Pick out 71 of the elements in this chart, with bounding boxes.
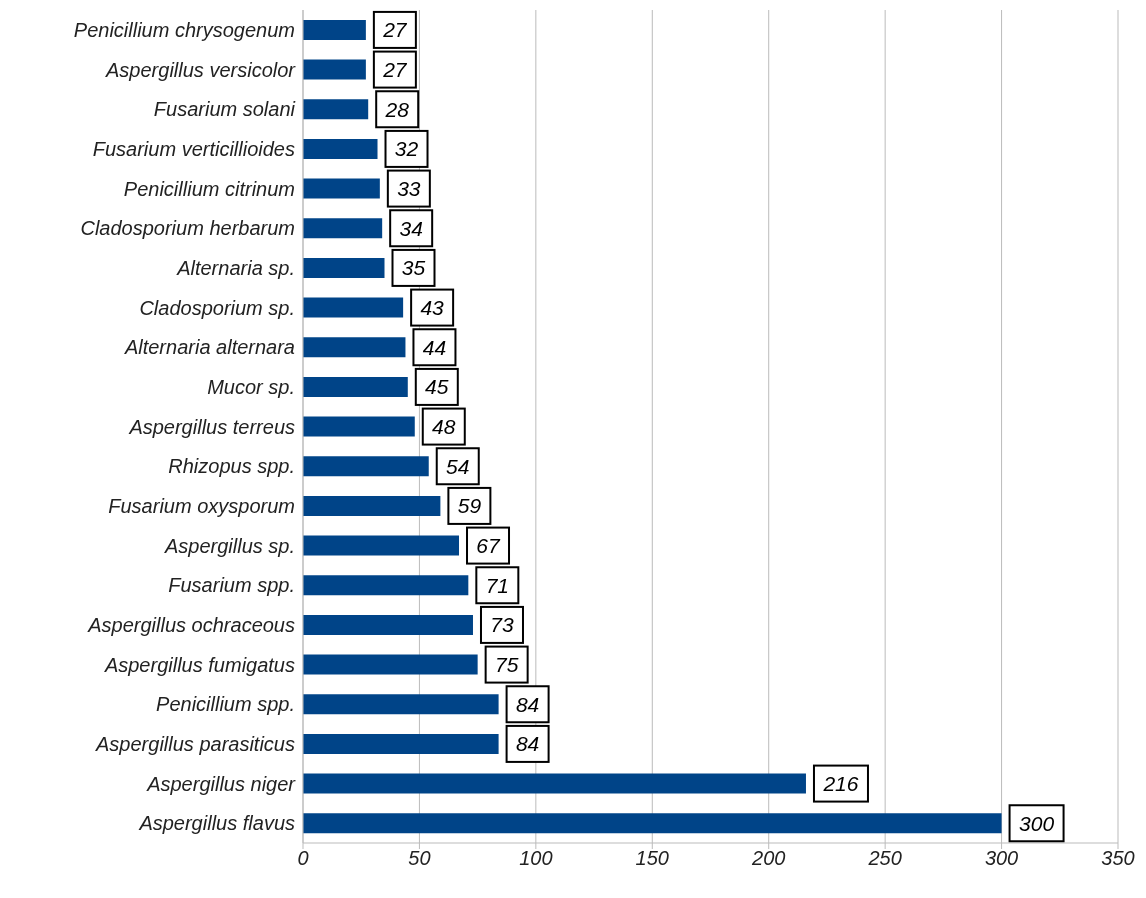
bar bbox=[303, 178, 380, 199]
y-tick-label: Fusarium solani bbox=[153, 98, 296, 121]
data-label: 59 bbox=[457, 494, 482, 518]
y-tick-label: Aspergillus ochraceous bbox=[87, 613, 295, 636]
y-tick-label: Fusarium spp. bbox=[168, 574, 295, 597]
y-tick-label: Penicillium chrysogenum bbox=[73, 18, 295, 41]
x-tick-label: 150 bbox=[635, 847, 669, 870]
bar bbox=[303, 654, 478, 675]
data-label: 75 bbox=[494, 653, 519, 677]
data-label: 44 bbox=[422, 335, 447, 359]
bar bbox=[303, 813, 1002, 834]
bar bbox=[303, 575, 469, 596]
y-tick-label: Fusarium oxysporum bbox=[108, 494, 295, 517]
bar bbox=[303, 138, 378, 159]
data-label: 48 bbox=[432, 415, 456, 439]
x-tick-label: 200 bbox=[751, 847, 786, 870]
bar bbox=[303, 376, 408, 397]
bar bbox=[303, 694, 499, 715]
data-label: 54 bbox=[446, 454, 470, 478]
data-label: 27 bbox=[382, 58, 408, 82]
bar bbox=[303, 257, 385, 278]
data-label: 35 bbox=[401, 256, 426, 280]
bar bbox=[303, 59, 366, 80]
data-label: 216 bbox=[822, 772, 859, 796]
data-label: 300 bbox=[1019, 811, 1055, 835]
y-tick-label: Mucor sp. bbox=[207, 375, 295, 398]
x-tick-label: 0 bbox=[297, 847, 309, 870]
bar bbox=[303, 456, 429, 477]
y-tick-label: Aspergillus terreus bbox=[128, 415, 295, 438]
y-tick-label: Aspergillus parasiticus bbox=[95, 732, 295, 755]
x-tick-label: 300 bbox=[984, 847, 1019, 870]
data-label: 71 bbox=[485, 573, 510, 597]
y-tick-label: Penicillium citrinum bbox=[123, 177, 295, 200]
bar bbox=[303, 297, 404, 318]
data-label: 34 bbox=[399, 216, 423, 240]
x-tick-label: 50 bbox=[408, 847, 431, 870]
bar bbox=[303, 614, 473, 635]
y-tick-label: Cladosporium sp. bbox=[139, 296, 295, 319]
data-label: 32 bbox=[394, 137, 419, 161]
y-tick-label: Alternaria sp. bbox=[176, 256, 295, 279]
y-tick-label: Cladosporium herbarum bbox=[80, 217, 295, 240]
bar bbox=[303, 19, 366, 40]
y-tick-label: Aspergillus versicolor bbox=[105, 58, 297, 81]
data-label: 73 bbox=[490, 613, 514, 637]
bar bbox=[303, 337, 406, 358]
y-tick-label: Fusarium verticillioides bbox=[92, 137, 295, 160]
bar bbox=[303, 733, 499, 754]
data-label: 45 bbox=[425, 375, 449, 399]
bar bbox=[303, 535, 460, 556]
data-label: 84 bbox=[515, 692, 540, 716]
y-tick-label: Aspergillus niger bbox=[146, 772, 297, 795]
bar bbox=[303, 99, 369, 120]
data-label: 28 bbox=[384, 97, 410, 121]
data-label: 84 bbox=[515, 732, 540, 756]
bar bbox=[303, 416, 415, 437]
y-tick-label: Rhizopus spp. bbox=[168, 455, 295, 478]
data-label: 33 bbox=[397, 177, 421, 201]
x-tick-label: 350 bbox=[1101, 847, 1135, 870]
x-tick-label: 250 bbox=[867, 847, 902, 870]
y-tick-label: Aspergillus sp. bbox=[163, 534, 295, 557]
y-tick-label: Penicillium spp. bbox=[156, 693, 295, 716]
y-tick-label: Aspergillus fumigatus bbox=[103, 653, 295, 676]
data-label: 27 bbox=[382, 18, 408, 42]
y-tick-label: Aspergillus flavus bbox=[138, 812, 295, 835]
x-tick-label: 100 bbox=[519, 847, 553, 870]
bar bbox=[303, 495, 441, 516]
y-tick-label: Alternaria alternara bbox=[123, 336, 295, 359]
bar bbox=[303, 218, 383, 239]
data-label: 43 bbox=[420, 296, 445, 320]
data-label: 67 bbox=[476, 534, 502, 558]
bar bbox=[303, 773, 806, 794]
